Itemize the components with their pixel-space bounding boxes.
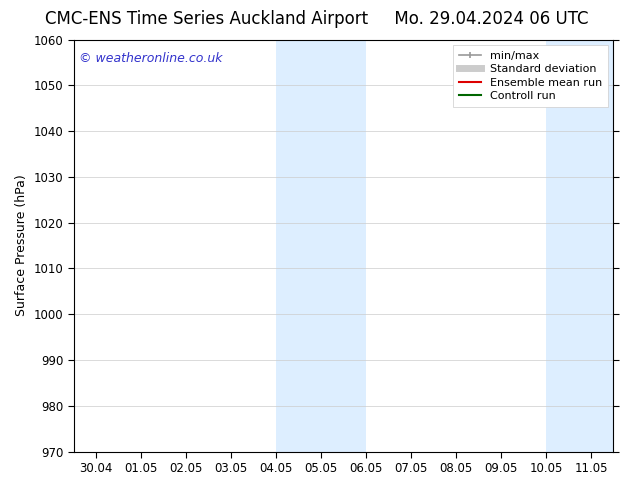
Y-axis label: Surface Pressure (hPa): Surface Pressure (hPa): [15, 175, 28, 317]
Bar: [546, 40, 591, 452]
Bar: [321, 40, 366, 452]
Text: CMC-ENS Time Series Auckland Airport     Mo. 29.04.2024 06 UTC: CMC-ENS Time Series Auckland Airport Mo.…: [45, 10, 589, 28]
Bar: [591, 40, 614, 452]
Bar: [276, 40, 321, 452]
Legend: min/max, Standard deviation, Ensemble mean run, Controll run: min/max, Standard deviation, Ensemble me…: [453, 45, 608, 107]
Text: © weatheronline.co.uk: © weatheronline.co.uk: [79, 52, 223, 65]
